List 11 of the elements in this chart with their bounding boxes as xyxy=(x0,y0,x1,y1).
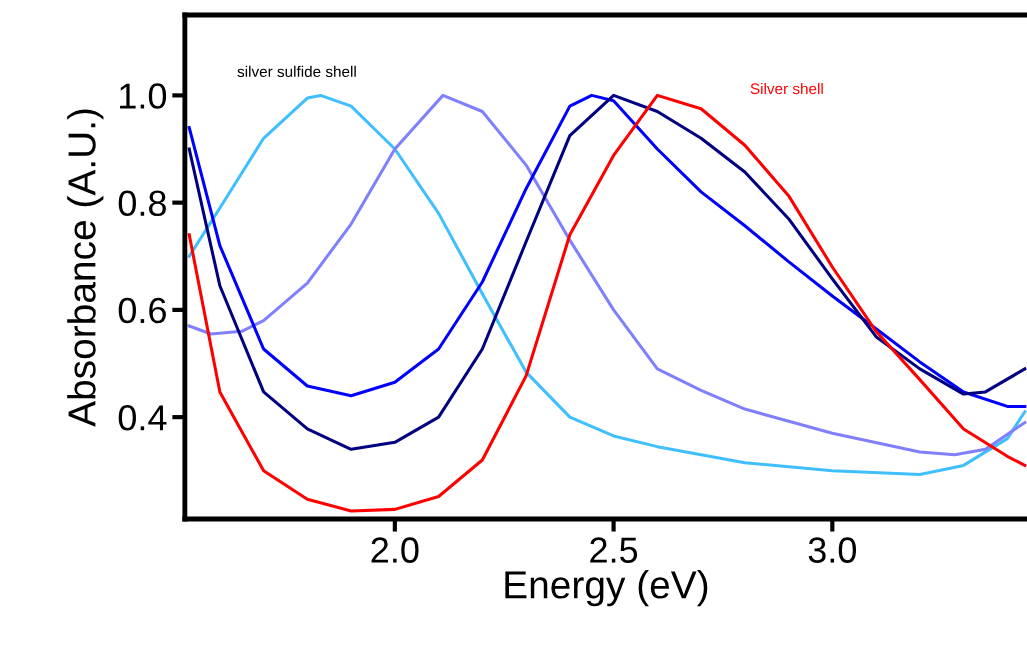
annotation: silver sulfide shell xyxy=(237,65,356,78)
y-tick-label: 0.8 xyxy=(118,190,166,217)
y-tick-label: 1.0 xyxy=(120,83,167,109)
y-tick-label: 0.4 xyxy=(118,405,167,431)
annotation: Silver shell xyxy=(750,82,823,95)
y-axis-title: Absorbance (A.U.) xyxy=(67,109,104,427)
x-tick-label: 2.5 xyxy=(590,537,638,563)
y-tick-label: 0.6 xyxy=(118,297,166,324)
x-tick-label: 2.0 xyxy=(371,537,419,563)
x-axis-title: Energy (eV) xyxy=(505,570,708,607)
x-tick-label: 3.0 xyxy=(808,537,857,563)
